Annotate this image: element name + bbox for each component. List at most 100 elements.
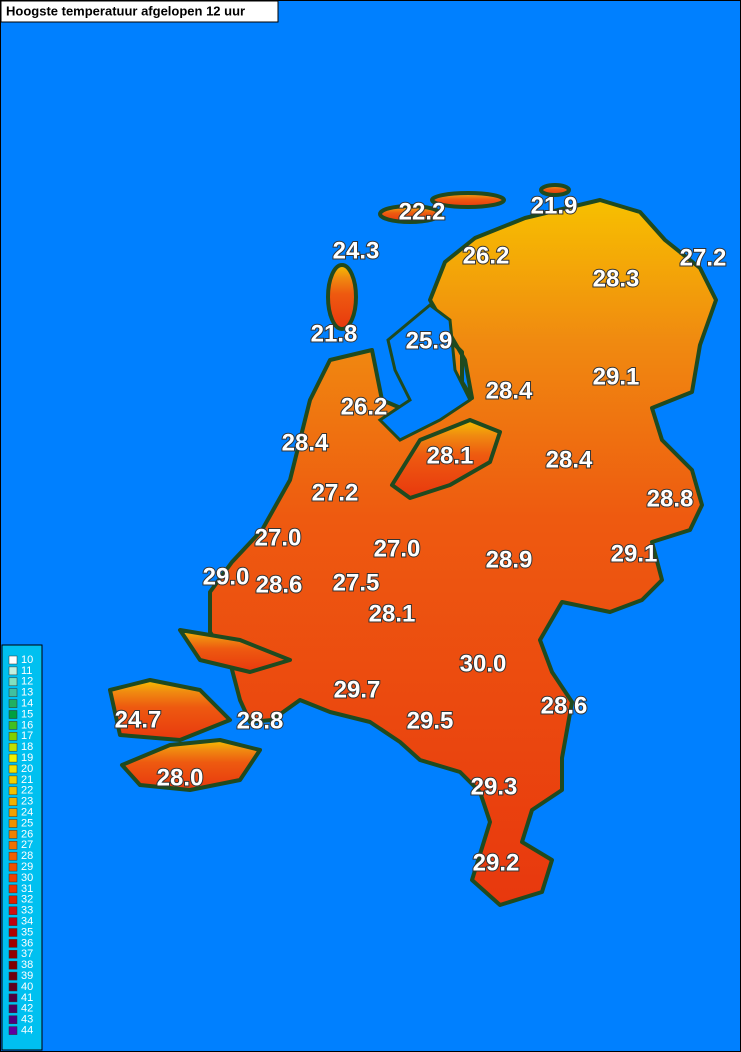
legend-label: 37 — [21, 948, 33, 960]
station-value: 21.8 — [311, 320, 358, 347]
zeeland-middle — [108, 678, 232, 742]
legend-label: 28 — [21, 850, 33, 862]
ijsselmeer — [377, 303, 472, 442]
legend-label: 40 — [21, 981, 33, 993]
station-value: 28.0 — [157, 764, 204, 791]
legend-swatch — [8, 982, 18, 992]
legend-label: 18 — [21, 741, 33, 753]
station-value: 28.6 — [256, 571, 303, 598]
legend-label: 32 — [21, 894, 33, 906]
legend-label: 30 — [21, 872, 33, 884]
legend-swatch — [8, 753, 18, 763]
texel — [326, 263, 358, 331]
station-value: 29.5 — [407, 707, 454, 734]
legend-label: 26 — [21, 828, 33, 840]
station-value: 25.9 — [406, 327, 453, 354]
mainland — [208, 198, 718, 907]
station-value: 24.3 — [333, 237, 380, 264]
legend-swatch — [8, 808, 18, 817]
zeeland-north — [178, 628, 292, 674]
legend-label: 42 — [21, 1003, 33, 1015]
legend-swatch — [8, 742, 18, 752]
legend-swatch — [8, 971, 18, 981]
land — [108, 183, 718, 907]
legend-label: 15 — [21, 708, 33, 720]
legend-label: 14 — [21, 698, 33, 710]
legend-swatch — [8, 775, 18, 785]
station-value: 26.2 — [341, 393, 388, 420]
station-value: 28.4 — [486, 377, 533, 404]
legend-label: 24 — [21, 807, 33, 819]
station-value: 28.9 — [486, 546, 533, 573]
legend-label: 22 — [21, 785, 33, 797]
station-value: 24.7 — [115, 706, 162, 733]
legend-label: 35 — [21, 926, 33, 938]
legend-label: 17 — [21, 730, 33, 742]
legend-label: 13 — [21, 687, 33, 699]
legend-label: 39 — [21, 970, 33, 982]
legend-label: 43 — [21, 1014, 33, 1026]
legend-swatch — [8, 710, 18, 719]
legend-label: 33 — [21, 905, 33, 917]
legend-swatch — [8, 917, 18, 926]
legend-swatch — [8, 993, 18, 1003]
station-value: 28.8 — [237, 707, 284, 734]
legend-label: 44 — [21, 1025, 33, 1037]
legend-swatch — [8, 1026, 18, 1035]
legend-label: 19 — [21, 752, 33, 764]
legend-swatch — [8, 862, 18, 872]
station-value: 28.1 — [369, 600, 416, 627]
station-value: 29.1 — [611, 540, 658, 567]
legend-label: 29 — [21, 861, 33, 873]
legend-label: 25 — [21, 817, 33, 829]
legend-swatch — [8, 873, 18, 883]
legend-label: 23 — [21, 796, 33, 808]
station-value: 26.2 — [463, 242, 510, 269]
legend-label: 11 — [21, 665, 32, 677]
legend-label: 36 — [21, 937, 33, 949]
legend-label: 31 — [21, 883, 33, 895]
title-box — [0, 0, 279, 23]
station-value: 27.0 — [374, 535, 421, 562]
legend-swatch — [8, 688, 18, 697]
legend-swatch — [8, 1004, 18, 1014]
station-value: 29.1 — [593, 363, 640, 390]
legend-swatch — [8, 764, 18, 774]
legend-swatch — [8, 797, 18, 806]
legend-swatch — [8, 786, 18, 796]
station-value: 29.2 — [473, 849, 520, 876]
legend-label: 20 — [21, 763, 33, 775]
legend-swatch — [8, 732, 18, 741]
legend-label: 38 — [21, 959, 33, 971]
legend-label: 41 — [21, 992, 33, 1004]
legend-swatch — [8, 960, 18, 970]
legend-swatch — [8, 666, 18, 676]
legend-swatch — [8, 906, 18, 915]
legend-swatch — [8, 1015, 18, 1024]
station-value: 27.5 — [333, 569, 380, 596]
legend-swatch — [8, 851, 18, 861]
legend-swatch — [8, 655, 18, 665]
legend-swatch — [8, 677, 18, 687]
station-value: 28.3 — [593, 265, 640, 292]
legend-swatch — [8, 939, 18, 948]
legend-label: 12 — [21, 676, 33, 688]
legend-swatch — [8, 884, 18, 894]
terschelling — [430, 191, 506, 209]
station-value: 27.0 — [255, 524, 302, 551]
station-value: 28.4 — [282, 429, 329, 456]
station-value: 29.3 — [471, 773, 518, 800]
legend-label: 34 — [21, 916, 33, 928]
station-value: 30.0 — [460, 650, 507, 677]
legend-swatch — [8, 830, 18, 839]
legend-label: 10 — [21, 654, 33, 666]
legend-swatch — [8, 895, 18, 905]
flevoland — [390, 418, 502, 500]
legend-swatch — [8, 699, 18, 708]
legend-swatch — [8, 841, 18, 850]
station-value: 29.0 — [203, 563, 250, 590]
station-value: 27.2 — [312, 479, 359, 506]
station-value: 28.6 — [541, 692, 588, 719]
legend-label: 16 — [21, 719, 33, 731]
station-value: 22.2 — [399, 198, 446, 225]
